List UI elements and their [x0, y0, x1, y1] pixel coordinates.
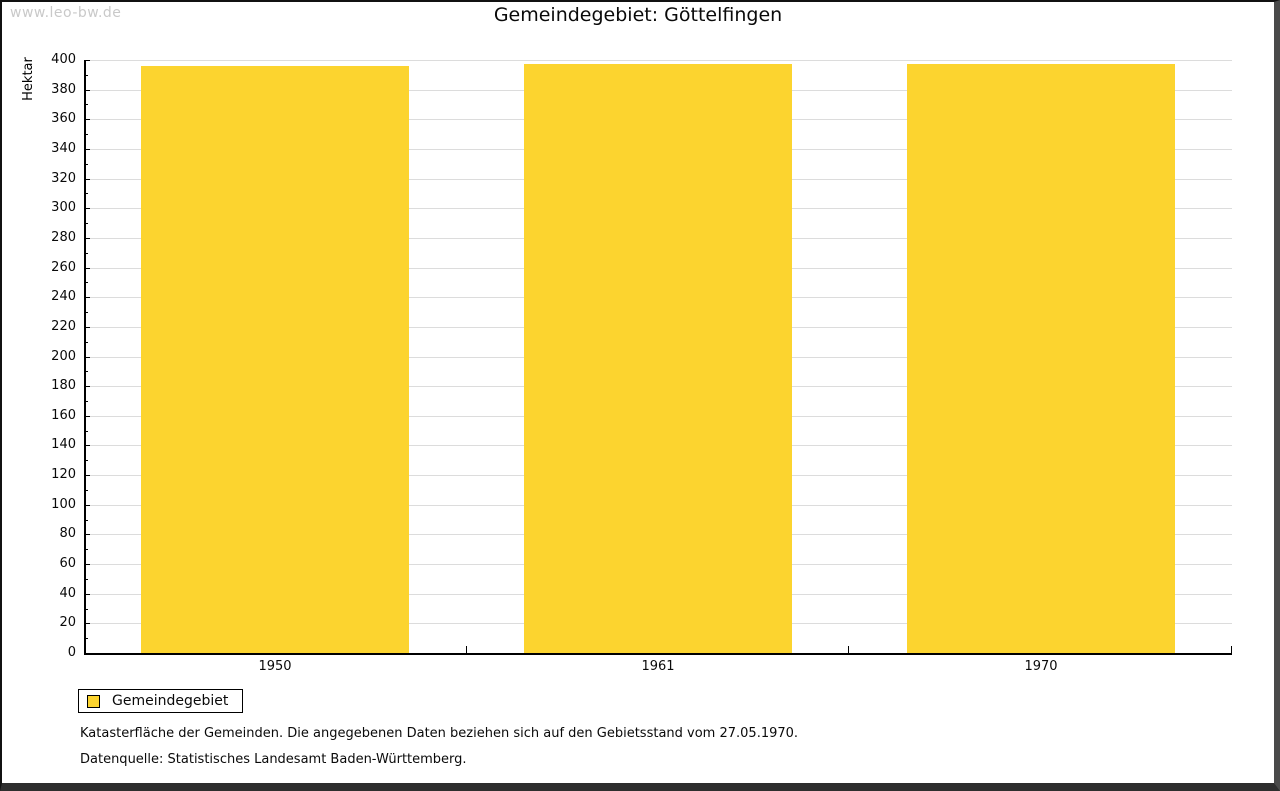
y-tick-label: 40	[59, 586, 76, 601]
y-gridline	[85, 60, 1232, 61]
y-minor-tick	[84, 282, 88, 283]
y-tick	[84, 238, 90, 239]
y-tick	[84, 119, 90, 120]
y-minor-tick	[84, 549, 88, 550]
y-tick-label: 320	[51, 171, 76, 186]
y-tick	[84, 445, 90, 446]
y-minor-tick	[84, 520, 88, 521]
y-tick-label: 0	[67, 645, 76, 660]
y-tick-label: 220	[51, 319, 76, 334]
legend-label: Gemeindegebiet	[112, 693, 229, 709]
category-tick	[1231, 646, 1232, 653]
y-minor-tick	[84, 401, 88, 402]
y-tick	[84, 149, 90, 150]
category-tick	[848, 646, 849, 653]
y-tick-label: 160	[51, 408, 76, 423]
y-tick	[84, 268, 90, 269]
y-minor-tick	[84, 75, 88, 76]
y-minor-tick	[84, 371, 88, 372]
y-tick	[84, 534, 90, 535]
y-minor-tick	[84, 223, 88, 224]
y-tick-label: 200	[51, 349, 76, 364]
category-tick	[466, 646, 467, 653]
y-minor-tick	[84, 579, 88, 580]
y-axis-line	[84, 60, 86, 655]
y-minor-tick	[84, 253, 88, 254]
bar	[524, 64, 792, 653]
y-tick-label: 20	[59, 615, 76, 630]
y-tick-label: 120	[51, 467, 76, 482]
y-tick	[84, 416, 90, 417]
y-minor-tick	[84, 609, 88, 610]
y-minor-tick	[84, 193, 88, 194]
y-tick-label: 360	[51, 111, 76, 126]
y-minor-tick	[84, 460, 88, 461]
y-tick	[84, 297, 90, 298]
y-tick	[84, 564, 90, 565]
legend-box: Gemeindegebiet	[78, 689, 244, 713]
legend-swatch-icon	[87, 694, 100, 708]
y-tick-label: 140	[51, 437, 76, 452]
y-tick-label: 380	[51, 82, 76, 97]
y-tick	[84, 179, 90, 180]
y-tick-label: 180	[51, 378, 76, 393]
y-tick	[84, 60, 90, 61]
y-minor-tick	[84, 164, 88, 165]
y-tick-label: 300	[51, 200, 76, 215]
x-tick-label: 1970	[1024, 659, 1058, 674]
y-tick-label: 280	[51, 230, 76, 245]
y-tick-label: 80	[59, 526, 76, 541]
watermark: www.leo-bw.de	[10, 5, 122, 21]
bar	[141, 66, 409, 653]
y-tick-label: 60	[59, 556, 76, 571]
y-tick-label: 240	[51, 289, 76, 304]
y-tick	[84, 475, 90, 476]
y-minor-tick	[84, 431, 88, 432]
y-tick	[84, 208, 90, 209]
y-minor-tick	[84, 104, 88, 105]
y-minor-tick	[84, 134, 88, 135]
y-minor-tick	[84, 312, 88, 313]
y-minor-tick	[84, 342, 88, 343]
y-tick	[84, 357, 90, 358]
footnote-source: Datenquelle: Statistisches Landesamt Bad…	[80, 752, 467, 767]
y-tick	[84, 386, 90, 387]
y-tick	[84, 594, 90, 595]
y-tick	[84, 327, 90, 328]
y-tick-label: 340	[51, 141, 76, 156]
chart-title: Gemeindegebiet: Göttelfingen	[493, 4, 783, 26]
y-tick-label: 100	[51, 497, 76, 512]
x-tick-label: 1961	[641, 659, 675, 674]
y-tick	[84, 505, 90, 506]
y-tick	[84, 623, 90, 624]
y-minor-tick	[84, 490, 88, 491]
x-axis-line	[84, 653, 1232, 655]
footnote-description: Katasterfläche der Gemeinden. Die angege…	[80, 726, 799, 741]
y-tick-label: 400	[51, 52, 76, 67]
y-tick	[84, 90, 90, 91]
x-tick-label: 1950	[258, 659, 292, 674]
bar	[907, 64, 1175, 653]
y-tick-label: 260	[51, 260, 76, 275]
y-minor-tick	[84, 638, 88, 639]
